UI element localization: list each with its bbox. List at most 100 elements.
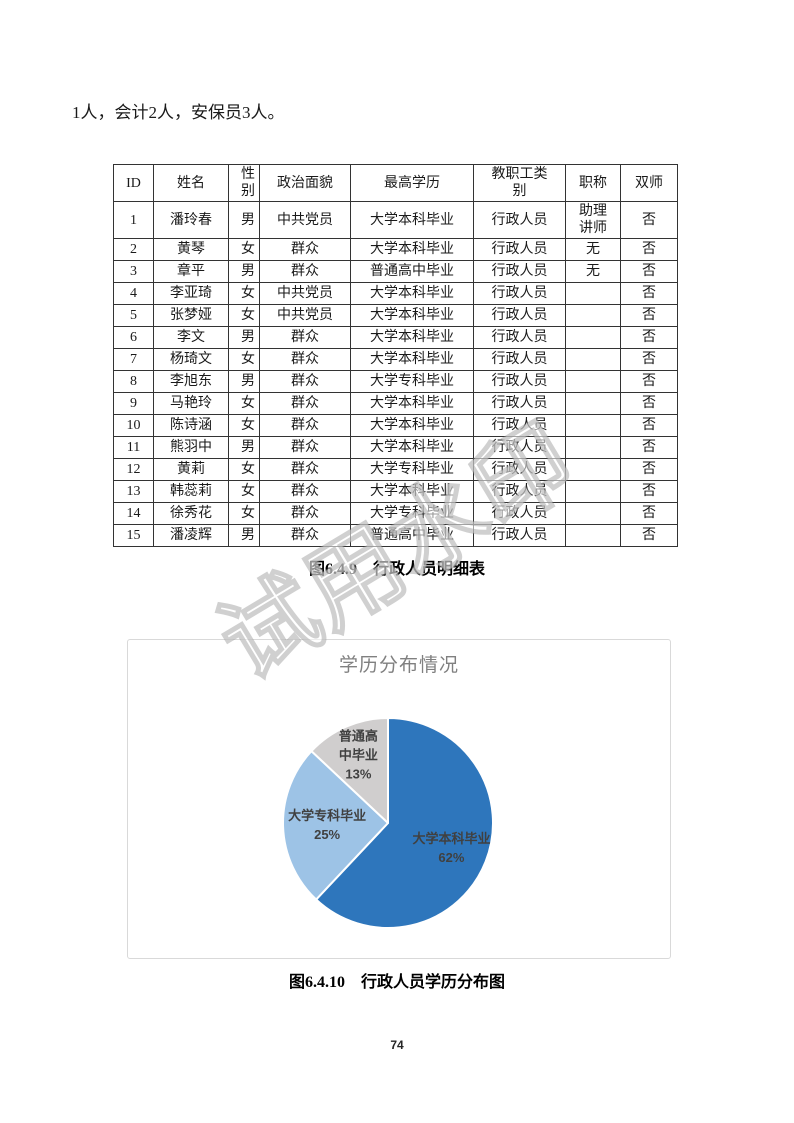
- chart-title: 学历分布情况: [338, 655, 459, 676]
- table-row: 8 李旭东男群众 大学专科毕业 行政人员 否: [113, 370, 678, 393]
- table-cell: 马艳玲: [153, 392, 229, 415]
- table-cell: 无: [565, 260, 621, 283]
- table-cell: 大学专科毕业: [350, 502, 474, 525]
- table-cell: 行政人员: [473, 304, 566, 327]
- table-cell: 9: [113, 392, 154, 415]
- table-cell: [565, 304, 621, 327]
- table-header-cell: 最高学历: [350, 164, 474, 202]
- table-cell: 男: [228, 436, 260, 459]
- table-cell: 否: [620, 326, 678, 349]
- table-cell: 否: [620, 304, 678, 327]
- table-cell: 中共党员: [259, 304, 351, 327]
- table-cell: 否: [620, 414, 678, 437]
- table-cell: 大学专科毕业: [350, 458, 474, 481]
- table-cell: 大学本科毕业: [350, 436, 474, 459]
- table-cell: [565, 436, 621, 459]
- table-row: 7 杨琦文女群众 大学本科毕业 行政人员 否: [113, 348, 678, 371]
- table-cell: 男: [228, 524, 260, 547]
- table-cell: 行政人员: [473, 260, 566, 283]
- table-cell: 无: [565, 238, 621, 261]
- table-cell: 女: [228, 348, 260, 371]
- table-cell: [565, 370, 621, 393]
- table-header-cell: 政治面貌: [259, 164, 351, 202]
- table-cell: 2: [113, 238, 154, 261]
- pie-slice-label: 大学本科毕业 62%: [412, 831, 491, 866]
- table-header-cell: ID: [113, 164, 154, 202]
- table-cell: 行政人员: [473, 348, 566, 371]
- table-cell: 群众: [259, 480, 351, 503]
- table-caption: 图6.4.9 行政人员明细表: [308, 561, 485, 578]
- table-cell: 大学本科毕业: [350, 201, 474, 239]
- table-cell: 否: [620, 238, 678, 261]
- table-cell: 行政人员: [473, 480, 566, 503]
- table-cell: 8: [113, 370, 154, 393]
- table-cell: 群众: [259, 326, 351, 349]
- table-cell: 大学本科毕业: [350, 392, 474, 415]
- table-cell: 否: [620, 458, 678, 481]
- table-cell: 3: [113, 260, 154, 283]
- table-cell: 群众: [259, 238, 351, 261]
- table-cell: 大学本科毕业: [350, 348, 474, 371]
- table-cell: 群众: [259, 502, 351, 525]
- table-cell: 女: [228, 282, 260, 305]
- table-cell: 李文: [153, 326, 229, 349]
- pie-slice-label: 普通高 中毕业 13%: [338, 728, 378, 782]
- table-cell: 11: [113, 436, 154, 459]
- table-cell: 否: [620, 201, 678, 239]
- table-cell: 6: [113, 326, 154, 349]
- table-cell: 熊羽中: [153, 436, 229, 459]
- table-row: 9 马艳玲女群众 大学本科毕业 行政人员 否: [113, 392, 678, 415]
- table-cell: 群众: [259, 436, 351, 459]
- table-cell: 助理讲师: [565, 201, 621, 239]
- pie-slice-label: 大学专科毕业 25%: [288, 807, 367, 842]
- chart-panel: 学历分布情况 大学本科毕业 62% 大学专科毕业 25% 普通高 中毕业 13%: [127, 639, 671, 959]
- pie-slice: [315, 717, 494, 929]
- table-cell: 1: [113, 201, 154, 239]
- table-cell: 章平: [153, 260, 229, 283]
- table-cell: 行政人员: [473, 392, 566, 415]
- page-number: 74: [390, 1038, 404, 1052]
- table-cell: [565, 414, 621, 437]
- table-cell: [565, 480, 621, 503]
- table-cell: 行政人员: [473, 524, 566, 547]
- table-row: 14 徐秀花女群众 大学专科毕业 行政人员 否: [113, 502, 678, 525]
- table-cell: 女: [228, 414, 260, 437]
- table-cell: 潘玲春: [153, 201, 229, 239]
- table-row: 11 熊羽中男群众 大学本科毕业 行政人员 否: [113, 436, 678, 459]
- table-cell: [565, 524, 621, 547]
- table-row: 13 韩蕊莉女群众 大学本科毕业 行政人员 否: [113, 480, 678, 503]
- table-cell: 4: [113, 282, 154, 305]
- table-cell: 否: [620, 392, 678, 415]
- table-cell: 男: [228, 370, 260, 393]
- table-cell: [565, 502, 621, 525]
- table-cell: 男: [228, 326, 260, 349]
- table-header-cell: 职称: [565, 164, 621, 202]
- table-cell: 李亚琦: [153, 282, 229, 305]
- table-cell: 李旭东: [153, 370, 229, 393]
- table-cell: 7: [113, 348, 154, 371]
- table-cell: 大学本科毕业: [350, 282, 474, 305]
- table-cell: 女: [228, 502, 260, 525]
- table-cell: [565, 392, 621, 415]
- table-cell: 群众: [259, 392, 351, 415]
- table-cell: 群众: [259, 414, 351, 437]
- table-cell: 行政人员: [473, 458, 566, 481]
- table-cell: 大学本科毕业: [350, 414, 474, 437]
- table-cell: 行政人员: [473, 238, 566, 261]
- table-header-cell: 教职工类别: [473, 164, 566, 202]
- table-cell: 张梦娅: [153, 304, 229, 327]
- table-cell: 杨琦文: [153, 348, 229, 371]
- table-cell: 中共党员: [259, 201, 351, 239]
- pie-slice: [310, 717, 389, 824]
- table-cell: 大学本科毕业: [350, 238, 474, 261]
- table-cell: 中共党员: [259, 282, 351, 305]
- table-cell: 否: [620, 436, 678, 459]
- table-cell: 否: [620, 282, 678, 305]
- table-cell: 徐秀花: [153, 502, 229, 525]
- table-cell: [565, 458, 621, 481]
- table-cell: [565, 326, 621, 349]
- table-row: 12 黄莉女群众 大学专科毕业 行政人员 否: [113, 458, 678, 481]
- table-row: 3 章平男群众 普通高中毕业 行政人员无否: [113, 260, 678, 283]
- table-header-cell: 双师: [620, 164, 678, 202]
- table-cell: 女: [228, 480, 260, 503]
